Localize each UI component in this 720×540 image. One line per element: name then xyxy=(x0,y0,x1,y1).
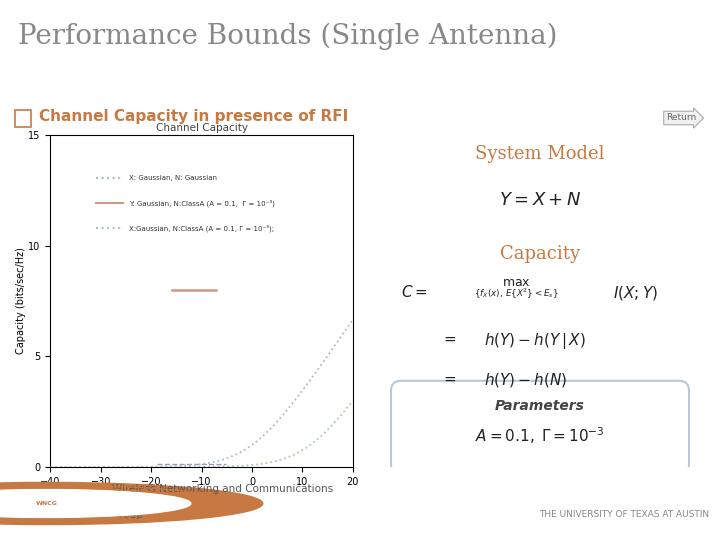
Text: THE UNIVERSITY OF TEXAS AT AUSTIN: THE UNIVERSITY OF TEXAS AT AUSTIN xyxy=(539,510,709,519)
Text: $C =$: $C =$ xyxy=(401,285,428,300)
Text: $I(X;Y)$: $I(X;Y)$ xyxy=(613,285,658,302)
Text: Parameters: Parameters xyxy=(495,399,585,413)
Text: Channel Capacity in presence of RFI: Channel Capacity in presence of RFI xyxy=(40,109,348,124)
Text: $h(Y) - h(Y\,|\,X)$: $h(Y) - h(Y\,|\,X)$ xyxy=(484,331,585,351)
Text: $\underset{\{f_X(x),\,E\{X^2\}<E_s\}}{\max}$: $\underset{\{f_X(x),\,E\{X^2\}<E_s\}}{\m… xyxy=(474,278,559,301)
Text: X: Gaussian, N: Gaussian: X: Gaussian, N: Gaussian xyxy=(129,175,217,181)
Text: Capacity: Capacity xyxy=(500,245,580,262)
Text: $=$: $=$ xyxy=(441,371,456,386)
Text: $A = 0.1,\;\mathit{\Gamma} = 10^{-3}$: $A = 0.1,\;\mathit{\Gamma} = 10^{-3}$ xyxy=(475,426,605,446)
Text: $Y = X + N$: $Y = X + N$ xyxy=(499,192,581,210)
Circle shape xyxy=(0,489,191,517)
Text: X:Gaussian, N:ClassA (A = 0.1, Γ = 10⁻³);: X:Gaussian, N:ClassA (A = 0.1, Γ = 10⁻³)… xyxy=(129,224,274,232)
Text: $h(Y) - h(N)$: $h(Y) - h(N)$ xyxy=(484,371,567,389)
Text: $=$: $=$ xyxy=(441,331,456,346)
Text: System Model: System Model xyxy=(475,145,605,163)
Text: Performance Bounds (Single Antenna): Performance Bounds (Single Antenna) xyxy=(18,23,557,50)
Text: Return: Return xyxy=(666,113,696,123)
Text: WNCG: WNCG xyxy=(36,501,58,506)
Title: Channel Capacity: Channel Capacity xyxy=(156,123,248,133)
Text: 56: 56 xyxy=(6,93,19,102)
Circle shape xyxy=(0,482,263,524)
Y-axis label: Capacity (bits/sec/Hz): Capacity (bits/sec/Hz) xyxy=(16,248,25,354)
Text: Y: Gaussian, N:ClassA (A = 0.1,  Γ = 10⁻³): Y: Gaussian, N:ClassA (A = 0.1, Γ = 10⁻³… xyxy=(129,199,275,207)
X-axis label: SNR [in dB]: SNR [in dB] xyxy=(174,492,230,502)
Text: Group: Group xyxy=(112,510,143,519)
FancyBboxPatch shape xyxy=(391,381,689,474)
Text: Wireless Networking and Communications: Wireless Networking and Communications xyxy=(112,484,333,494)
Bar xyxy=(15,110,32,127)
